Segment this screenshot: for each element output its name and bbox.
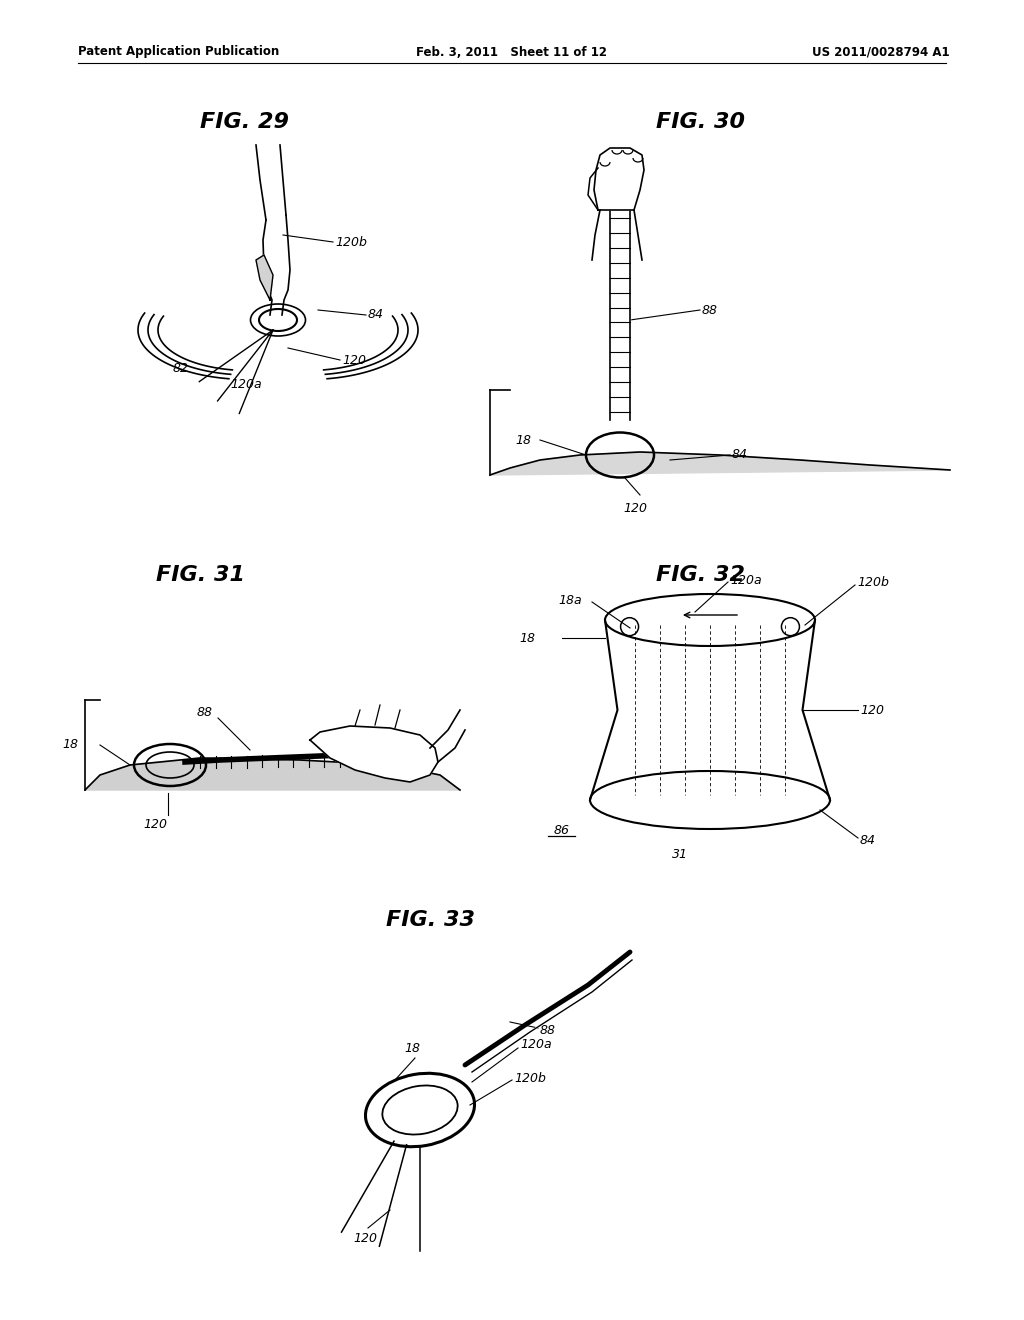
- Text: Feb. 3, 2011   Sheet 11 of 12: Feb. 3, 2011 Sheet 11 of 12: [417, 45, 607, 58]
- Text: 88: 88: [197, 705, 213, 718]
- Text: 18: 18: [515, 433, 531, 446]
- Text: 120: 120: [860, 704, 884, 717]
- Text: FIG. 33: FIG. 33: [385, 909, 474, 931]
- Text: 88: 88: [540, 1023, 556, 1036]
- Text: 18: 18: [404, 1041, 420, 1055]
- Text: 120: 120: [342, 354, 366, 367]
- Text: 18: 18: [62, 738, 78, 751]
- Text: 84: 84: [422, 755, 438, 768]
- Text: 120b: 120b: [335, 235, 367, 248]
- Text: 120a: 120a: [730, 573, 762, 586]
- Text: 86: 86: [554, 824, 570, 837]
- Text: FIG. 30: FIG. 30: [655, 112, 744, 132]
- Text: 82: 82: [173, 362, 189, 375]
- Text: 84: 84: [368, 309, 384, 322]
- Text: FIG. 31: FIG. 31: [156, 565, 245, 585]
- Text: 88: 88: [702, 304, 718, 317]
- Polygon shape: [490, 451, 950, 475]
- Polygon shape: [85, 758, 460, 789]
- Text: 120a: 120a: [520, 1039, 552, 1052]
- Text: 120b: 120b: [857, 577, 889, 590]
- Text: 18: 18: [519, 631, 535, 644]
- Text: 120: 120: [143, 818, 167, 832]
- Polygon shape: [256, 255, 273, 300]
- Text: FIG. 32: FIG. 32: [655, 565, 744, 585]
- Text: Patent Application Publication: Patent Application Publication: [78, 45, 280, 58]
- Text: 84: 84: [860, 833, 876, 846]
- Text: 31: 31: [672, 849, 688, 862]
- Polygon shape: [610, 210, 630, 420]
- Text: 120: 120: [623, 502, 647, 515]
- Text: FIG. 29: FIG. 29: [201, 112, 290, 132]
- Polygon shape: [310, 726, 438, 781]
- Text: 84: 84: [732, 449, 748, 462]
- Text: 120: 120: [353, 1232, 377, 1245]
- Text: 18a: 18a: [558, 594, 582, 606]
- Text: US 2011/0028794 A1: US 2011/0028794 A1: [812, 45, 950, 58]
- Text: 120a: 120a: [230, 379, 261, 392]
- Text: 120b: 120b: [514, 1072, 546, 1085]
- Polygon shape: [594, 148, 644, 210]
